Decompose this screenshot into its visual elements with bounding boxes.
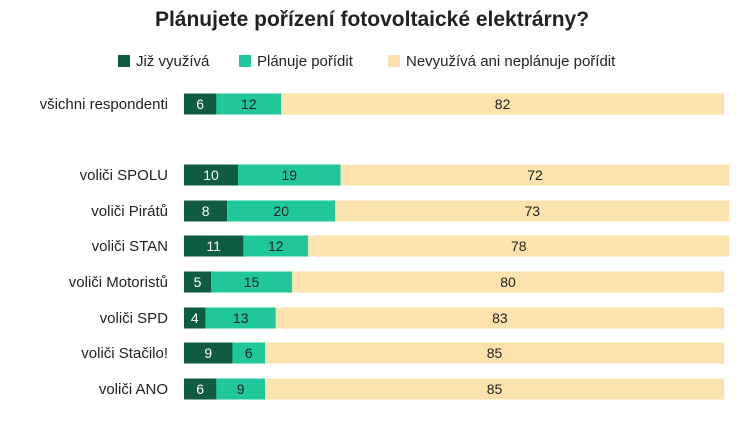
data-label-volici-spolu-s1: 19 (282, 167, 298, 183)
legend-item-not-using: Nevyužívá ani neplánuje pořídit (388, 50, 615, 72)
category-label-volici-spd: voliči SPD (100, 310, 169, 327)
data-label-volici-ano-s0: 6 (196, 381, 204, 397)
data-label-volici-spd-s1: 13 (233, 310, 249, 326)
data-label-volici-spolu-s2: 72 (527, 167, 543, 183)
bar-segment-volici-spolu-s2 (340, 164, 730, 186)
data-label-volici-spolu-s0: 10 (203, 167, 219, 183)
bar-segment-vsichni-respondenti-s1 (216, 93, 282, 115)
bar-segment-volici-spd-s0 (184, 307, 206, 329)
legend: Již využívá Plánuje pořídit Nevyužívá an… (0, 50, 744, 72)
data-label-vsichni-respondenti-s1: 12 (241, 96, 257, 112)
bar-segment-volici-spd-s2 (275, 307, 724, 329)
bar-segment-volici-spolu-s1 (238, 164, 341, 186)
legend-label-not-using: Nevyužívá ani neplánuje pořídit (406, 52, 616, 70)
bar-segment-volici-ano-s2 (265, 378, 724, 400)
data-label-volici-ano-s2: 85 (487, 381, 503, 397)
legend-item-planning: Plánuje pořídit (239, 50, 353, 72)
data-label-volici-stacilo-s1: 6 (245, 345, 253, 361)
bar-segment-vsichni-respondenti-s0 (184, 93, 217, 115)
bar-segment-volici-piratu-s2 (335, 200, 730, 222)
bar-segment-vsichni-respondenti-s2 (281, 93, 724, 115)
data-label-volici-spd-s2: 83 (492, 310, 508, 326)
bar-segment-volici-motoristu-s1 (211, 271, 292, 293)
bar-segment-volici-ano-s0 (184, 378, 217, 400)
bar-segment-volici-motoristu-s2 (292, 271, 724, 293)
category-label-volici-stan: voliči STAN (92, 238, 168, 255)
category-label-volici-ano: voliči ANO (99, 381, 168, 398)
bar-segment-volici-piratu-s1 (227, 200, 336, 222)
bar-segment-volici-stacilo-s1 (232, 342, 265, 364)
bar-segment-volici-stan-s0 (184, 235, 244, 257)
category-label-volici-motoristu: voliči Motoristů (69, 274, 168, 291)
data-label-volici-spd-s0: 4 (191, 310, 199, 326)
legend-label-already-using: Již využívá (136, 52, 210, 70)
data-label-volici-motoristu-s1: 15 (244, 274, 260, 290)
bar-segment-volici-spd-s1 (205, 307, 276, 329)
data-label-volici-ano-s1: 9 (237, 381, 245, 397)
data-label-volici-motoristu-s0: 5 (194, 274, 202, 290)
data-label-volici-piratu-s2: 73 (525, 203, 541, 219)
bar-segment-volici-motoristu-s0 (184, 271, 211, 293)
data-label-volici-piratu-s1: 20 (273, 203, 289, 219)
data-label-volici-piratu-s0: 8 (202, 203, 210, 219)
data-label-volici-stan-s0: 11 (206, 238, 221, 254)
bar-segment-volici-stacilo-s0 (184, 342, 233, 364)
chart-title: Plánujete pořízení fotovoltaické elektrá… (154, 8, 590, 31)
data-label-volici-stan-s2: 78 (511, 238, 527, 254)
data-label-volici-motoristu-s2: 80 (500, 274, 516, 290)
category-label-volici-stacilo: voliči Stačilo! (81, 345, 168, 362)
legend-item-already-using: Již využívá (118, 50, 209, 72)
bar-segment-volici-ano-s1 (216, 378, 265, 400)
legend-swatch-not-using (388, 55, 400, 67)
data-label-vsichni-respondenti-s0: 6 (196, 96, 204, 112)
legend-swatch-planning (239, 55, 251, 67)
data-label-volici-stacilo-s0: 9 (204, 345, 212, 361)
legend-swatch-already-using (118, 55, 130, 67)
data-label-volici-stacilo-s2: 85 (487, 345, 503, 361)
bar-segment-volici-stan-s1 (243, 235, 309, 257)
category-label-vsichni-respondenti: všichni respondenti (40, 96, 168, 113)
bar-segment-volici-stan-s2 (308, 235, 730, 257)
legend-label-planning: Plánuje pořídit (257, 52, 353, 70)
data-label-vsichni-respondenti-s2: 82 (495, 96, 511, 112)
bar-segment-volici-spolu-s0 (184, 164, 238, 186)
category-label-volici-piratu: voliči Pirátů (91, 203, 168, 220)
bar-segment-volici-stacilo-s2 (265, 342, 724, 364)
bar-segment-volici-piratu-s0 (184, 200, 228, 222)
category-label-volici-spolu: voliči SPOLU (80, 167, 168, 184)
data-label-volici-stan-s1: 12 (268, 238, 284, 254)
